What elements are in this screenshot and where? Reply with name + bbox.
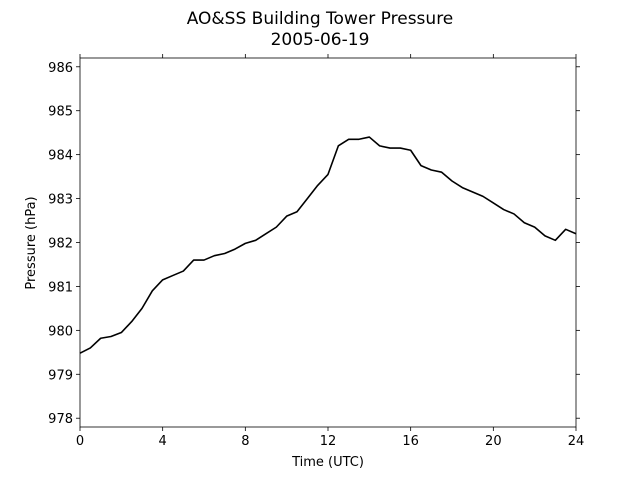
x-axis-label: Time (UTC) xyxy=(291,455,364,470)
y-tick-label: 980 xyxy=(48,324,73,339)
x-tick-label: 20 xyxy=(485,434,502,449)
x-tick-label: 12 xyxy=(320,434,337,449)
y-tick-label: 985 xyxy=(48,105,73,120)
x-tick-label: 0 xyxy=(76,434,84,449)
x-tick-label: 4 xyxy=(159,434,167,449)
x-tick-label: 16 xyxy=(402,434,419,449)
plot-frame xyxy=(79,57,577,428)
data-line xyxy=(79,136,577,354)
chart-title: AO&SS Building Tower Pressure xyxy=(187,9,454,29)
y-axis-label: Pressure (hPa) xyxy=(24,196,39,289)
y-tick-label: 978 xyxy=(48,412,73,427)
chart-subtitle: 2005-06-19 xyxy=(271,30,370,50)
y-tick-label: 979 xyxy=(48,368,73,383)
y-tick-label: 986 xyxy=(48,61,73,76)
x-tick-label: 8 xyxy=(241,434,249,449)
y-tick-label: 983 xyxy=(48,193,73,208)
y-tick-label: 982 xyxy=(48,237,73,252)
y-tick-label: 984 xyxy=(48,149,73,164)
x-tick-label: 24 xyxy=(568,434,585,449)
y-tick-label: 981 xyxy=(48,280,73,295)
